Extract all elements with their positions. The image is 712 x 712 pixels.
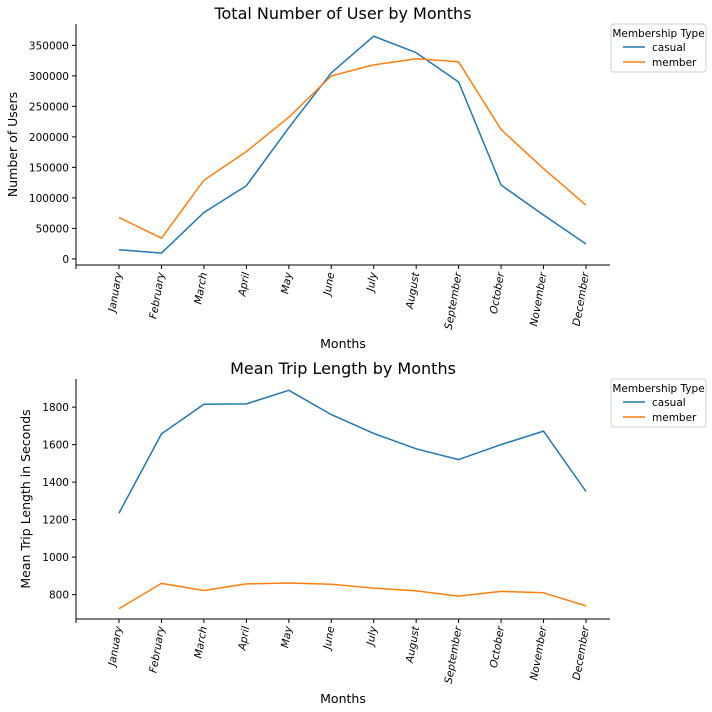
- x-tick-label: July: [364, 625, 380, 648]
- x-axis-label: Months: [320, 691, 366, 706]
- x-tick-label: March: [192, 625, 209, 659]
- y-tick-label: 200000: [29, 132, 69, 144]
- y-tick-label: 1600: [42, 440, 69, 452]
- x-tick-label: September: [443, 271, 465, 331]
- x-tick-label: July: [364, 271, 380, 294]
- y-tick-label: 1800: [42, 402, 69, 414]
- x-tick-label: May: [279, 625, 295, 649]
- y-tick-label: 100000: [29, 193, 69, 205]
- legend-label-member: member: [652, 412, 697, 424]
- chart-title: Total Number of User by Months: [213, 4, 471, 23]
- x-tick-label: October: [488, 271, 507, 315]
- x-tick-label: August: [404, 625, 423, 665]
- legend-box: [610, 378, 707, 428]
- y-tick-label: 0: [62, 254, 69, 266]
- y-tick-label: 300000: [29, 71, 69, 83]
- legend-box: [610, 23, 707, 73]
- y-tick-label: 1200: [42, 515, 69, 527]
- legend-title: Membership Type: [612, 383, 704, 395]
- x-tick-label: October: [488, 625, 507, 669]
- x-tick-label: February: [147, 625, 167, 674]
- series-line-casual: [118, 389, 587, 514]
- chart-panel-2: 800 1000 1200 1400 1600 1800 January February Ma…: [18, 359, 707, 706]
- y-tick-label: 150000: [29, 162, 69, 174]
- series-line-casual: [118, 35, 587, 254]
- x-tick-label: December: [571, 625, 592, 681]
- y-tick-label: 250000: [29, 101, 69, 113]
- x-tick-label: November: [528, 625, 549, 682]
- x-tick-label: January: [106, 271, 125, 315]
- x-tick-label: May: [279, 271, 295, 295]
- y-tick-label: 800: [49, 590, 69, 602]
- x-tick-label: February: [147, 271, 167, 320]
- x-axis-label: Months: [320, 336, 366, 351]
- x-tick-label: August: [404, 271, 423, 311]
- x-tick-label: December: [571, 271, 592, 327]
- x-tick-label: January: [106, 625, 125, 669]
- legend-label-casual: casual: [652, 397, 686, 409]
- chart-title: Mean Trip Length by Months: [230, 359, 456, 378]
- x-tick-label: September: [443, 625, 465, 685]
- y-tick-label: 1000: [42, 552, 69, 564]
- series-line-member: [118, 582, 587, 610]
- y-axis-label: Number of Users: [5, 92, 20, 197]
- y-axis-label: Mean Trip Length in Seconds: [18, 409, 33, 588]
- x-tick-label: April: [236, 625, 252, 652]
- legend-title: Membership Type: [612, 28, 704, 40]
- legend: Membership Type casual member: [610, 378, 707, 428]
- x-tick-label: March: [192, 271, 209, 305]
- series-line-member: [118, 58, 587, 239]
- y-tick-label: 1400: [42, 477, 69, 489]
- y-tick-label: 50000: [36, 223, 69, 235]
- x-tick-label: June: [321, 625, 337, 652]
- legend-label-member: member: [652, 57, 697, 69]
- legend: Membership Type casual member: [610, 23, 707, 73]
- legend-label-casual: casual: [652, 42, 686, 54]
- x-tick-label: April: [236, 271, 252, 298]
- x-tick-label: November: [528, 271, 549, 328]
- x-tick-label: June: [321, 271, 337, 298]
- y-tick-label: 350000: [29, 40, 69, 52]
- chart-panel-1: 0 50000 100000 150000 200000 250000 300000 3500…: [5, 4, 707, 351]
